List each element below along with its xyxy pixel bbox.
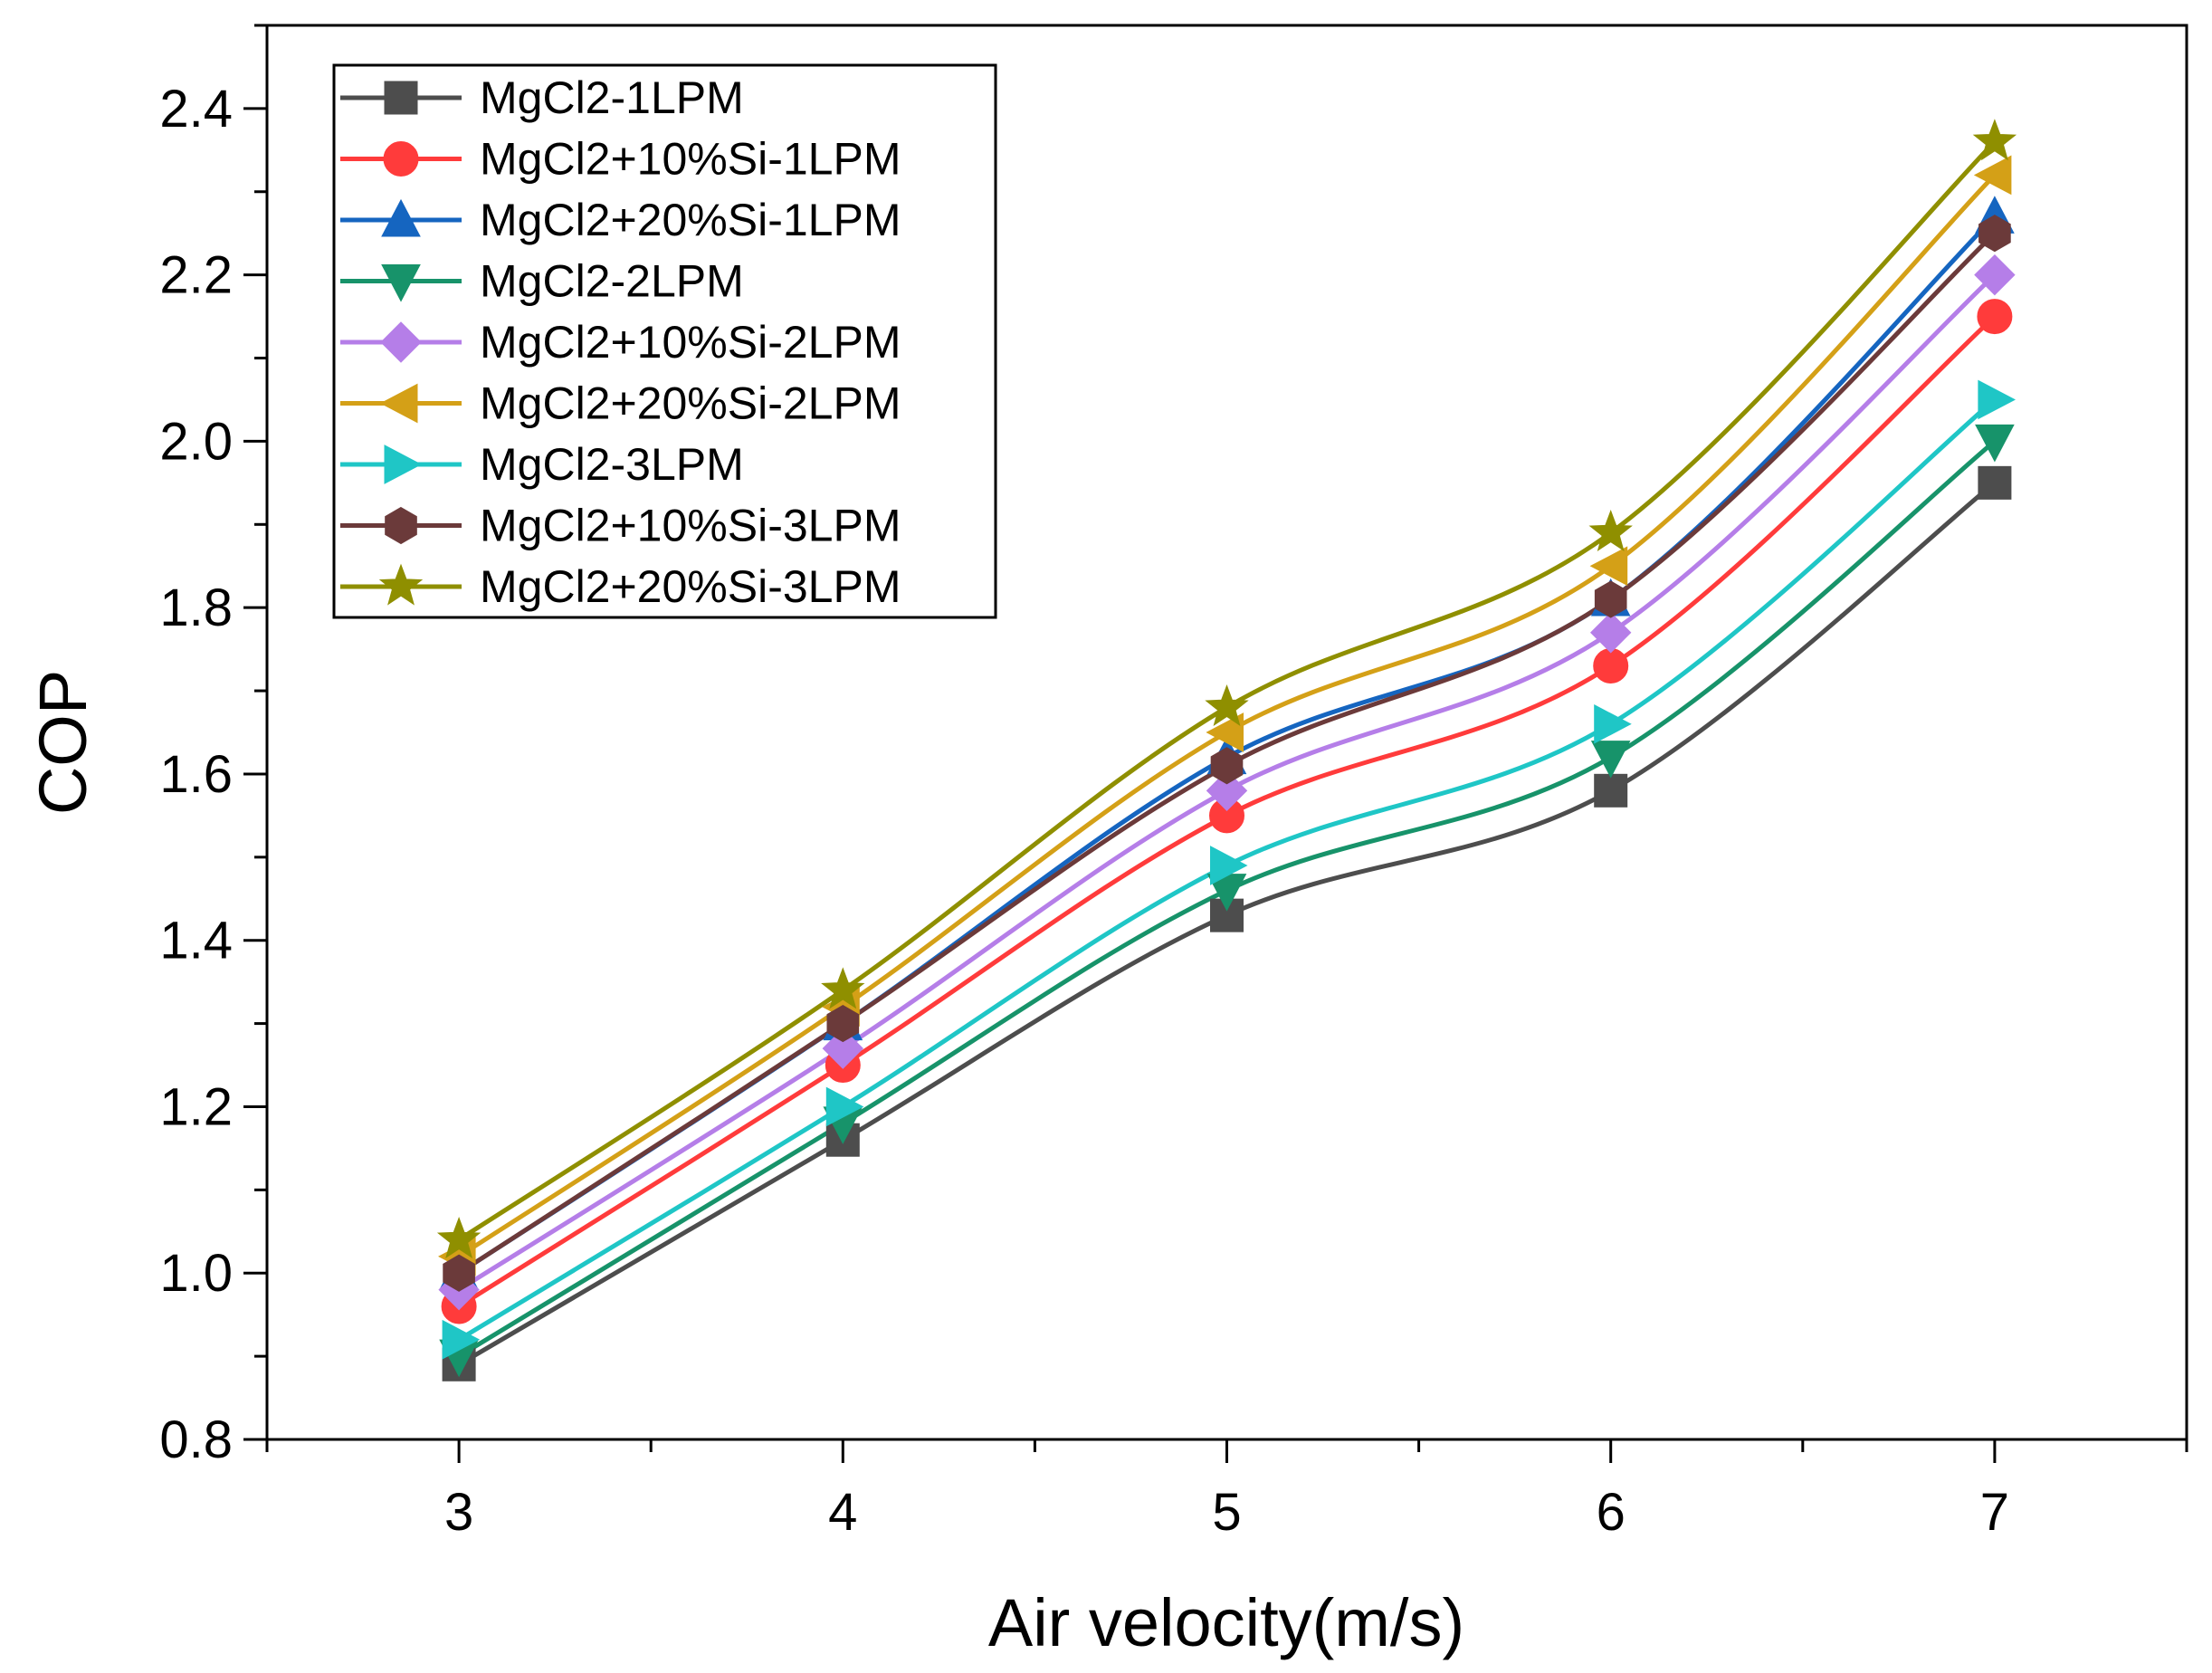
y-tick-label: 1.0 xyxy=(159,1244,233,1303)
legend-marker xyxy=(379,383,418,424)
y-axis: 0.8 1.0 1.2 1.4 1.6 1.8 2.0 2.2 2.4 xyxy=(159,24,267,1469)
data-point-mgcl2-3lpm xyxy=(825,1086,864,1127)
data-point-mgcl2-10-si-2lpm xyxy=(1589,612,1632,654)
x-axis: 3 4 5 6 7 xyxy=(265,1439,2188,1542)
legend-marker xyxy=(378,563,424,606)
data-point-mgcl2-3lpm xyxy=(1978,379,2016,420)
data-point-mgcl2-3lpm xyxy=(1594,703,1632,744)
y-axis-title: COP xyxy=(25,670,100,815)
data-point-mgcl2-10-si-1lpm xyxy=(1977,299,2013,335)
data-point-mgcl2-20-si-3lpm xyxy=(436,1217,481,1259)
legend-label: MgCl2+20%Si-1LPM xyxy=(480,195,901,245)
x-tick-label: 4 xyxy=(828,1483,857,1542)
data-point-mgcl2-2lpm xyxy=(1975,424,2015,463)
x-axis-title: Air velocity(m/s) xyxy=(988,1585,1464,1660)
y-tick-label: 2.4 xyxy=(159,80,233,139)
data-point-mgcl2-10-si-2lpm xyxy=(1974,253,2016,296)
data-point-mgcl2-10-si-2lpm xyxy=(822,1028,864,1069)
data-point-mgcl2-20-si-3lpm xyxy=(1205,684,1249,727)
legend-marker xyxy=(381,264,421,302)
x-tick-label: 5 xyxy=(1212,1483,1241,1542)
y-tick-label: 1.8 xyxy=(159,578,233,637)
data-point-mgcl2-1lpm xyxy=(1978,465,2012,500)
legend-marker xyxy=(384,81,418,115)
data-point-mgcl2-20-si-3lpm xyxy=(1588,510,1633,552)
y-tick-label: 0.8 xyxy=(159,1410,233,1469)
data-point-mgcl2-10-si-3lpm xyxy=(443,1254,475,1292)
y-tick-label: 2.2 xyxy=(159,246,233,305)
legend-label: MgCl2+10%Si-3LPM xyxy=(480,501,901,551)
data-point-mgcl2-3lpm xyxy=(1210,846,1248,885)
data-point-mgcl2-1lpm xyxy=(1594,773,1628,808)
data-point-mgcl2-10-si-3lpm xyxy=(826,1005,860,1043)
series-markers xyxy=(436,119,2017,1381)
data-point-mgcl2-20-si-2lpm xyxy=(1206,712,1244,752)
legend: MgCl2-1LPM MgCl2+10%Si-1LPM MgCl2+20%Si-1L… xyxy=(332,63,997,619)
x-tick-label: 7 xyxy=(1980,1483,2009,1542)
legend-marker xyxy=(383,141,419,177)
y-tick-label: 2.0 xyxy=(159,412,233,471)
legend-label: MgCl2+10%Si-1LPM xyxy=(480,134,901,185)
legend-marker xyxy=(385,506,417,545)
legend-marker xyxy=(384,445,423,484)
data-point-mgcl2-10-si-3lpm xyxy=(1594,580,1627,618)
legend-marker xyxy=(380,321,422,363)
legend-label: MgCl2-1LPM xyxy=(480,72,744,123)
data-point-mgcl2-10-si-1lpm xyxy=(1593,647,1629,684)
y-tick-label: 1.2 xyxy=(159,1077,233,1136)
data-point-mgcl2-20-si-3lpm xyxy=(1972,119,2017,161)
data-point-mgcl2-20-si-2lpm xyxy=(1973,155,2012,196)
data-point-mgcl2-10-si-2lpm xyxy=(1206,770,1248,812)
legend-label: MgCl2+20%Si-3LPM xyxy=(480,561,901,612)
y-tick-label: 1.6 xyxy=(159,745,233,804)
data-point-mgcl2-10-si-3lpm xyxy=(1978,215,2011,253)
data-point-mgcl2-2lpm xyxy=(1590,741,1631,779)
legend-label: MgCl2-3LPM xyxy=(480,439,744,490)
x-tick-label: 3 xyxy=(444,1483,473,1542)
legend-marker xyxy=(381,198,421,237)
data-point-mgcl2-3lpm xyxy=(442,1319,481,1360)
x-tick-label: 6 xyxy=(1597,1483,1626,1542)
data-point-mgcl2-20-si-3lpm xyxy=(821,967,865,1009)
data-point-mgcl2-20-si-2lpm xyxy=(1589,546,1628,587)
legend-label: MgCl2+10%Si-2LPM xyxy=(480,317,901,368)
data-point-mgcl2-10-si-3lpm xyxy=(1210,747,1244,785)
y-tick-label: 1.4 xyxy=(159,912,233,970)
legend-label: MgCl2-2LPM xyxy=(480,256,744,307)
legend-label: MgCl2+20%Si-2LPM xyxy=(480,378,901,429)
